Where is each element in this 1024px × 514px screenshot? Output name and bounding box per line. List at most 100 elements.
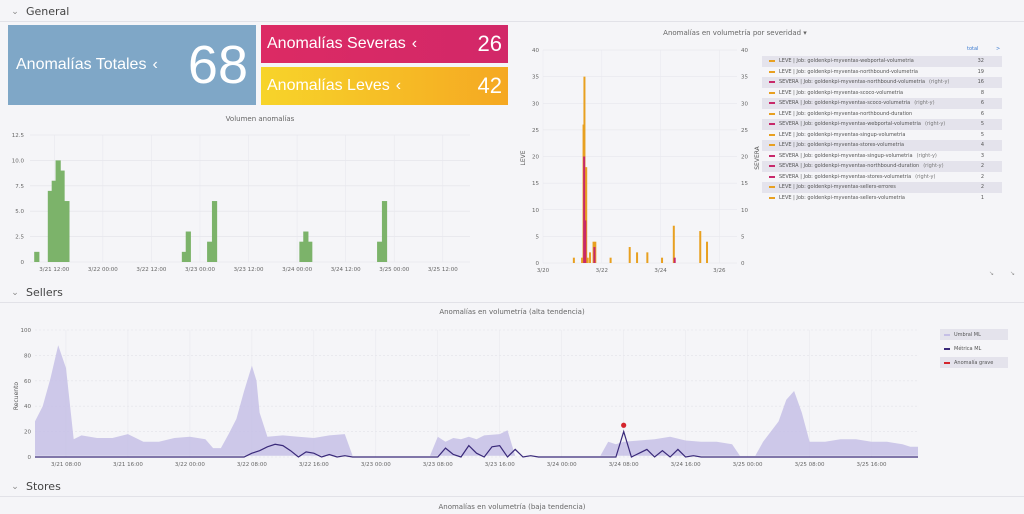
legend-swatch <box>769 81 775 84</box>
x-tick-label: 3/25 16:00 <box>857 462 887 468</box>
chevron-down-icon[interactable]: ⌄ <box>11 287 19 298</box>
legend-axis-tag: (right-y) <box>914 100 935 107</box>
x-tick-label: 3/24 08:00 <box>609 462 639 468</box>
leve-bar[interactable] <box>661 257 664 263</box>
y-axis-label-left: LEVE <box>520 150 527 165</box>
severe-anomaly-point[interactable] <box>621 422 627 428</box>
leve-bar[interactable] <box>586 257 589 263</box>
severidad-chart-title[interactable]: Anomalías en volumetría por severidad ▾ <box>640 29 830 37</box>
volumen-bar[interactable] <box>299 241 305 262</box>
y-tick-label-right: 10 <box>741 208 748 214</box>
y-tick-label-right: 5 <box>741 234 745 240</box>
legend-item[interactable]: SEVERA | Job: goldenkpi-myventas-singup-… <box>762 151 1002 162</box>
sellers-legend-item[interactable]: Umbral ML <box>940 329 1008 340</box>
leve-bar[interactable] <box>646 252 649 263</box>
y-tick-label-left: 0 <box>536 261 540 267</box>
y-tick-label-left: 40 <box>532 48 539 54</box>
volumen-bar[interactable] <box>211 201 218 262</box>
leve-bar[interactable] <box>589 252 592 263</box>
section-general-header[interactable]: ⌄ General <box>0 2 1024 22</box>
x-tick-label: 3/22 08:00 <box>237 462 267 468</box>
legend-item-count: 2 <box>980 173 984 180</box>
legend-item[interactable]: SEVERA | Job: goldenkpi-myventas-northbo… <box>762 161 1002 172</box>
leve-bar[interactable] <box>628 247 631 263</box>
legend-item-count: 8 <box>980 89 984 96</box>
volumen-bar[interactable] <box>377 241 383 262</box>
legend-swatch <box>769 70 775 73</box>
volumen-bar[interactable] <box>207 241 213 262</box>
sellers-legend-item[interactable]: Anomalía grave <box>940 357 1008 368</box>
stat-mild-card[interactable]: Anomalías Leves ‹ 42 <box>261 67 508 105</box>
volumen-bar[interactable] <box>64 201 70 262</box>
sellers-legend-name: Umbral ML <box>954 331 981 338</box>
leve-bar[interactable] <box>672 225 675 263</box>
legend-item[interactable]: SEVERA | Job: goldenkpi-myventas-stores-… <box>762 172 1002 183</box>
volumen-bar[interactable] <box>59 170 65 262</box>
legend-item[interactable]: LEVE | Job: goldenkpi-myventas-singup-vo… <box>762 130 1002 141</box>
stat-total-value: 68 <box>187 35 248 95</box>
resize-corner-icon[interactable]: ↘ <box>989 270 995 277</box>
legend-item[interactable]: SEVERA | Job: goldenkpi-myventas-northbo… <box>762 77 1002 88</box>
volumen-bar[interactable] <box>303 231 309 262</box>
chevron-left-icon[interactable]: ‹ <box>395 77 402 94</box>
legend-item-count: 4 <box>980 142 984 149</box>
y-tick-label-left: 20 <box>532 155 539 161</box>
stat-severe-card[interactable]: Anomalías Severas ‹ 26 <box>261 25 508 63</box>
legend-item[interactable]: LEVE | Job: goldenkpi-myventas-sellers-v… <box>762 193 1002 204</box>
caret-down-icon[interactable]: ▾ <box>803 29 807 37</box>
y-tick-label: 10.0 <box>12 158 25 164</box>
metric-line <box>35 429 918 458</box>
legend-item-name: LEVE | Job: goldenkpi-myventas-scoco-vol… <box>779 89 904 96</box>
leve-bar[interactable] <box>699 231 702 263</box>
legend-swatch <box>769 154 775 157</box>
resize-corner-icon[interactable]: ↘ <box>1010 270 1016 277</box>
severa-bar[interactable] <box>584 220 587 263</box>
chevron-down-icon[interactable]: ⌄ <box>11 6 19 17</box>
legend-arrow-icon[interactable]: > <box>996 46 1001 52</box>
severa-bar[interactable] <box>593 247 596 263</box>
chevron-down-icon[interactable]: ⌄ <box>11 481 19 492</box>
legend-item[interactable]: LEVE | Job: goldenkpi-myventas-northboun… <box>762 109 1002 120</box>
volumen-bar[interactable] <box>47 190 53 262</box>
x-tick-label: 3/23 00:00 <box>185 267 215 273</box>
leve-bar[interactable] <box>581 257 584 263</box>
section-sellers-header[interactable]: ⌄ Sellers <box>0 283 1024 303</box>
volumen-bar[interactable] <box>185 231 191 262</box>
stat-total-card[interactable]: Anomalías Totales ‹ 68 <box>8 25 256 105</box>
chevron-left-icon[interactable]: ‹ <box>411 35 418 52</box>
y-tick-label: 100 <box>21 328 32 334</box>
volumen-bar[interactable] <box>181 251 188 262</box>
legend-item[interactable]: LEVE | Job: goldenkpi-myventas-northboun… <box>762 67 1002 78</box>
volumen-bar[interactable] <box>34 251 40 262</box>
legend-item-name: LEVE | Job: goldenkpi-myventas-stores-vo… <box>779 142 905 149</box>
legend-item[interactable]: LEVE | Job: goldenkpi-myventas-sellers-e… <box>762 182 1002 193</box>
legend-axis-tag: (right-y) <box>915 173 936 180</box>
volumen-bar[interactable] <box>381 201 388 262</box>
legend-item[interactable]: LEVE | Job: goldenkpi-myventas-webportal… <box>762 56 1002 67</box>
leve-bar[interactable] <box>636 252 639 263</box>
volumen-bar[interactable] <box>55 160 61 262</box>
volumen-bar[interactable] <box>307 241 313 262</box>
legend-sort-total[interactable]: total <box>967 46 979 52</box>
legend-item[interactable]: LEVE | Job: goldenkpi-myventas-scoco-vol… <box>762 88 1002 99</box>
stat-mild-label: Anomalías Leves <box>267 77 390 94</box>
legend-item[interactable]: SEVERA | Job: goldenkpi-myventas-webport… <box>762 119 1002 130</box>
chevron-left-icon[interactable]: ‹ <box>152 56 158 73</box>
severa-bar[interactable] <box>583 156 586 264</box>
y-tick-label-right: 0 <box>741 261 745 267</box>
leve-bar[interactable] <box>572 257 575 263</box>
x-tick-label: 3/23 12:00 <box>234 267 264 273</box>
sellers-legend-name: Métrica ML <box>954 345 982 352</box>
legend-item[interactable]: SEVERA | Job: goldenkpi-myventas-scoco-v… <box>762 98 1002 109</box>
section-title: Stores <box>26 480 61 493</box>
leve-bar[interactable] <box>706 241 709 263</box>
sellers-legend-item[interactable]: Métrica ML <box>940 343 1008 354</box>
legend-item[interactable]: LEVE | Job: goldenkpi-myventas-stores-vo… <box>762 140 1002 151</box>
y-tick-label: 60 <box>24 379 31 385</box>
severa-bar[interactable] <box>673 257 676 263</box>
section-stores-header[interactable]: ⌄ Stores <box>0 477 1024 497</box>
leve-bar[interactable] <box>609 257 612 263</box>
leve-bar[interactable] <box>585 167 588 263</box>
volumen-bar[interactable] <box>51 180 57 262</box>
x-tick-label: 3/20 <box>537 268 550 274</box>
